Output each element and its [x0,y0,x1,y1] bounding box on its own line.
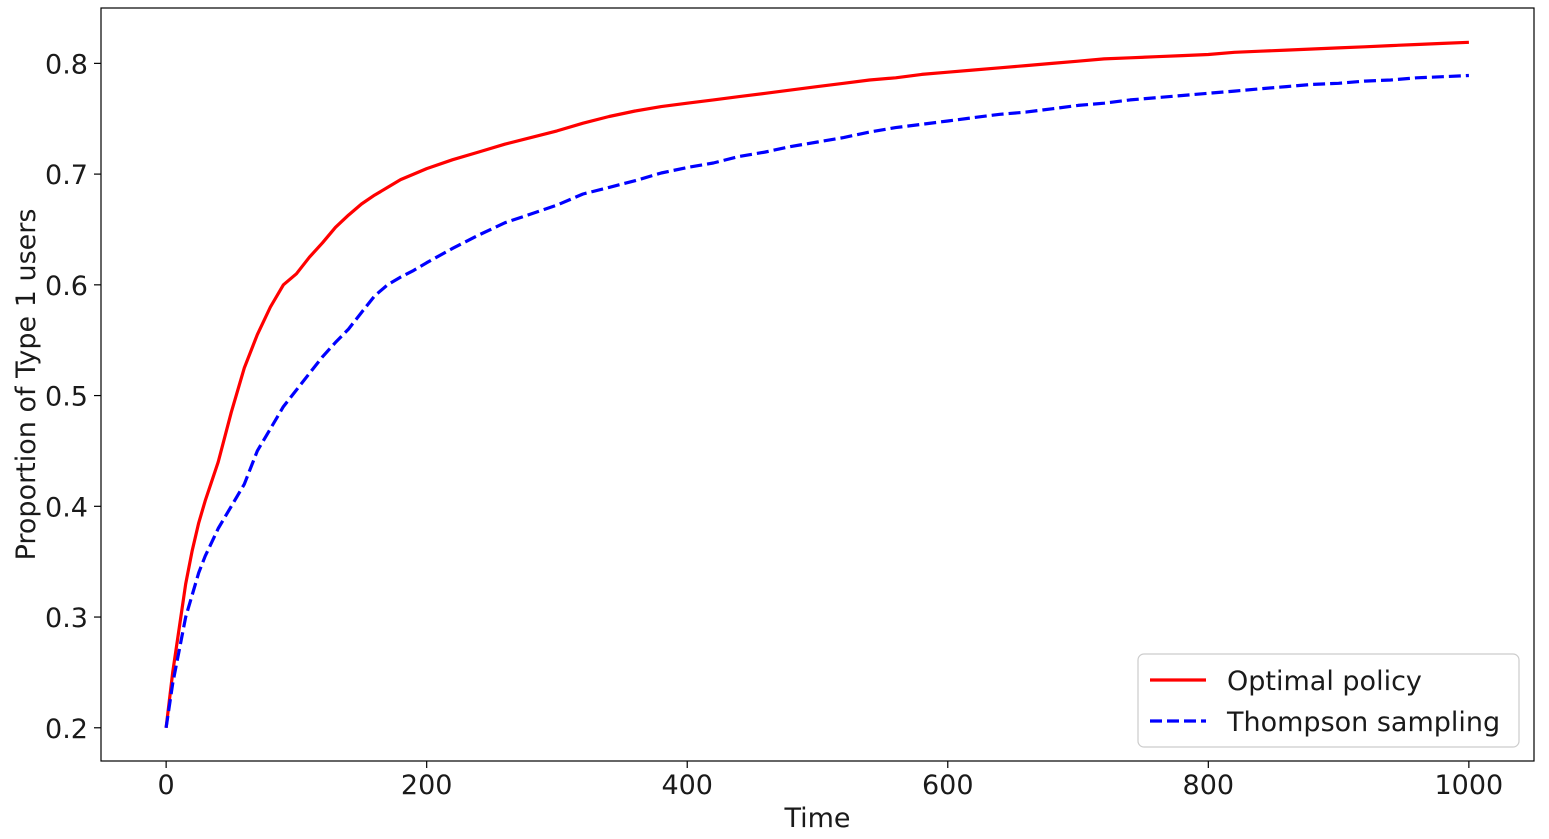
y-axis: 0.2 0.3 0.4 0.5 0.6 0.7 0.8 [45,49,101,745]
x-tick-label: 0 [158,770,175,801]
x-tick-label: 800 [1183,770,1235,801]
series-line-optimal-policy [164,40,1469,728]
x-tick-label: 1000 [1435,770,1504,801]
x-axis: 0 200 400 600 800 1000 [158,761,1504,801]
legend: Optimal policy Thompson sampling [1137,653,1520,748]
legend-items: Optimal policy Thompson sampling [1150,666,1500,738]
y-tick-label: 0.5 [45,382,88,413]
legend-box [1137,653,1520,748]
x-tick-label: 200 [401,770,453,801]
y-tick-label: 0.2 [45,714,88,745]
x-axis-label: Time [783,803,850,834]
plot-area [100,7,1535,762]
y-tick-label: 0.3 [45,603,88,634]
series-layer [164,40,1469,729]
series-line-thompson-sampling [164,73,1469,729]
x-tick-label: 400 [661,770,713,801]
y-tick-label: 0.6 [45,271,88,302]
legend-label: Optimal policy [1227,666,1422,697]
y-tick-label: 0.7 [45,160,88,191]
y-tick-label: 0.4 [45,492,88,523]
plot-frame [100,7,1535,762]
y-tick-label: 0.8 [45,49,88,80]
x-tick-label: 600 [922,770,974,801]
legend-label: Thompson sampling [1226,707,1500,738]
y-axis-label: Proportion of Type 1 users [11,209,42,561]
